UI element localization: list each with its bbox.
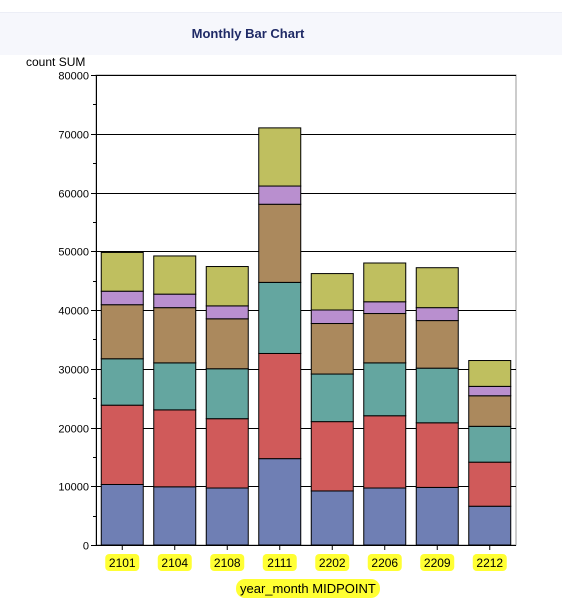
bar-segment [415,422,459,488]
bar-segment [153,255,197,295]
bar-segment [100,251,144,292]
bar-segment [258,127,302,187]
bar-segment [205,487,249,546]
bar-segment [258,281,302,354]
bar-segment [258,185,302,205]
bar-segment [100,358,144,406]
x-tick-label: 2209 [424,556,451,570]
y-tick-label: 60000 [58,189,89,201]
bar-segment [415,307,459,322]
bar-segment [310,421,354,492]
x-tick-highlight [472,554,507,571]
bar-segment [468,461,512,507]
bar-segment [310,490,354,546]
x-tick-label: 2111 [267,556,292,570]
bar-segment [468,425,512,463]
bar-segment [310,309,354,325]
x-axis-label: year_month MIDPOINT [236,579,380,598]
bar-segment [415,267,459,309]
x-tick-highlight [315,554,350,571]
y-tick-label: 50000 [58,247,89,259]
bar-segment [205,418,249,489]
bar-segment [363,487,407,546]
x-tick-highlight [262,554,297,571]
y-tick-label: 70000 [58,130,89,142]
y-tick-label: 20000 [58,424,89,436]
x-tick-highlight [157,554,192,571]
bar-segment [468,385,512,397]
bar-segment [153,293,197,309]
y-tick-label: 30000 [58,365,89,377]
bar-segment [468,360,512,387]
x-tick-label: 2202 [319,556,346,570]
bar-segment [153,409,197,488]
x-tick-label: 2101 [109,556,136,570]
bar-segment [100,404,144,485]
bar-segment [100,483,144,546]
x-tick-label: 2108 [214,556,241,570]
bar-segment [100,304,144,360]
bar-segment [153,307,197,364]
bar-segment [153,486,197,546]
x-tick-highlight [420,554,455,571]
x-tick-highlight [105,554,140,571]
bar-segment [468,395,512,427]
y-tick-label: 40000 [58,306,89,318]
y-tick-label: 10000 [58,482,89,494]
chart-title: Monthly Bar Chart [191,26,305,41]
bar-segment [205,305,249,320]
bar-segment [363,301,407,315]
y-tick-label: 0 [83,541,89,553]
bar-segment [258,203,302,283]
title-band [0,12,562,55]
bar-segment [468,505,512,546]
x-tick-highlight [210,554,245,571]
y-tick-label: 80000 [58,71,89,83]
bar-segment [258,458,302,546]
bar-segment [363,313,407,364]
bar-segment [205,266,249,307]
bar-segment [310,373,354,423]
bar-segment [310,323,354,375]
x-tick-label: 2104 [161,556,188,570]
x-tick-label: 2206 [371,556,398,570]
y-axis-label: count SUM [26,55,86,69]
bar-segment [205,318,249,370]
bar-segment [310,273,354,311]
bar-segment [415,486,459,546]
bar-segment [363,415,407,489]
bar-segment [363,362,407,417]
bar-segment [415,367,459,424]
bar-segment [258,352,302,460]
x-tick-highlight [367,554,402,571]
bar-segment [205,368,249,420]
bar-segment [415,320,459,369]
x-tick-label: 2212 [476,556,503,570]
bar-segment [363,262,407,303]
bar-segment [100,290,144,306]
bar-segment [153,362,197,411]
